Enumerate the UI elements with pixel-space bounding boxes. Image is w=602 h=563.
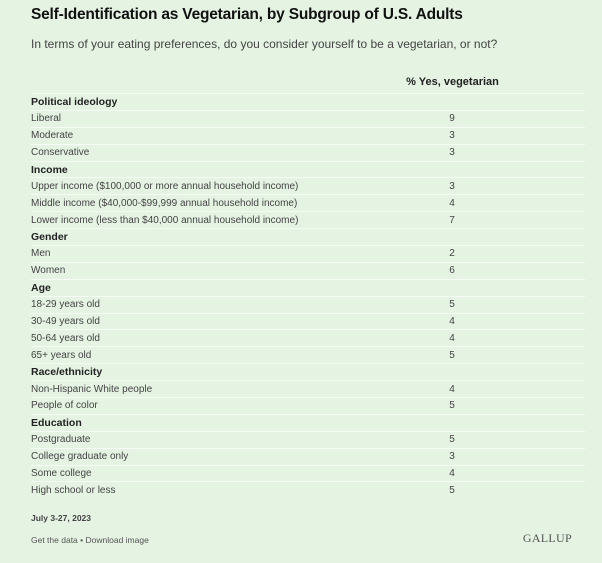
row-label: Moderate <box>31 130 74 142</box>
group-label: Education <box>31 416 82 429</box>
get-data-link[interactable]: Get the data <box>31 535 78 545</box>
table-row: Upper income ($100,000 or more annual ho… <box>31 177 585 194</box>
table-row: Lower income (less than $40,000 annual h… <box>31 211 585 228</box>
row-value: 5 <box>449 349 455 361</box>
chart-subtitle: In terms of your eating preferences, do … <box>31 37 498 51</box>
group-label: Gender <box>31 231 68 244</box>
table-row: Conservative 3 <box>31 143 585 161</box>
row-label: High school or less <box>31 484 116 496</box>
row-label: Middle income ($40,000-$99,999 annual ho… <box>31 197 298 209</box>
gallup-logo: GALLUP <box>522 531 572 545</box>
row-label: 65+ years old <box>31 349 92 361</box>
download-image-link[interactable]: Download image <box>85 535 149 545</box>
table-row: Men 2 <box>31 245 585 262</box>
row-label: People of color <box>31 400 98 412</box>
group-header: Race/ethnicity <box>31 363 585 380</box>
row-label: 18-29 years old <box>31 299 100 311</box>
data-table: Political ideology Liberal 9 Moderate 3 Conse… <box>31 93 585 498</box>
row-label: College graduate only <box>31 451 129 463</box>
table-row: 18-29 years old 5 <box>31 295 585 313</box>
row-value: 4 <box>449 316 455 328</box>
row-value: 4 <box>449 332 455 344</box>
row-value: 2 <box>449 248 455 260</box>
row-label: Some college <box>31 468 92 480</box>
row-value: 4 <box>449 468 455 480</box>
group-header: Age <box>31 278 585 296</box>
row-value: 5 <box>449 299 455 311</box>
row-value: 3 <box>449 451 455 463</box>
row-label: Conservative <box>31 147 90 159</box>
row-value: 3 <box>449 147 455 159</box>
row-label: Non-Hispanic White people <box>31 383 153 395</box>
row-label: Postgraduate <box>31 434 91 446</box>
table-row: Moderate 3 <box>31 126 585 144</box>
table-row: High school or less 5 <box>31 481 585 498</box>
row-label: 50-64 years old <box>31 332 100 344</box>
row-value: 4 <box>449 383 455 395</box>
row-value: 5 <box>449 484 455 496</box>
row-label: Liberal <box>31 113 62 125</box>
row-value: 7 <box>449 214 455 226</box>
group-label: Income <box>31 163 68 176</box>
group-header: Education <box>31 413 585 431</box>
row-label: Women <box>31 265 66 277</box>
row-value: 5 <box>449 434 455 446</box>
table-row: 30-49 years old 4 <box>31 312 585 330</box>
row-label: Upper income ($100,000 or more annual ho… <box>31 180 299 192</box>
survey-date: July 3-27, 2023 <box>31 513 92 523</box>
group-header: Political ideology <box>31 93 585 110</box>
chart-title: Self-Identification as Vegetarian, by Su… <box>31 6 463 23</box>
row-value: 3 <box>449 130 455 142</box>
row-value: 4 <box>449 197 455 209</box>
table-row: Women 6 <box>31 261 585 279</box>
table-row: College graduate only 3 <box>31 447 585 465</box>
table-row: Liberal 9 <box>31 109 585 127</box>
group-label: Age <box>31 281 51 294</box>
table-row: 65+ years old 5 <box>31 346 585 363</box>
row-value: 6 <box>449 265 455 277</box>
row-value: 9 <box>449 113 455 125</box>
table-row: Middle income ($40,000-$99,999 annual ho… <box>31 194 585 211</box>
group-header: Gender <box>31 228 585 245</box>
row-label: Lower income (less than $40,000 annual h… <box>31 214 299 226</box>
group-header: Income <box>31 160 585 178</box>
group-label: Race/ethnicity <box>31 366 103 379</box>
table-row: Some college 4 <box>31 464 585 482</box>
row-label: Men <box>31 248 51 260</box>
separator: • <box>77 535 86 545</box>
table-row: 50-64 years old 4 <box>31 329 585 346</box>
table-row: People of color 5 <box>31 397 585 414</box>
table-row: Postgraduate 5 <box>31 430 585 448</box>
table-row: Non-Hispanic White people 4 <box>31 380 585 397</box>
row-label: 30-49 years old <box>31 316 100 328</box>
row-value: 3 <box>449 180 455 192</box>
row-value: 5 <box>449 400 455 412</box>
group-label: Political ideology <box>31 95 118 108</box>
column-header: % Yes, vegetarian <box>406 76 499 88</box>
footer-links: Get the data • Download image <box>31 535 149 545</box>
